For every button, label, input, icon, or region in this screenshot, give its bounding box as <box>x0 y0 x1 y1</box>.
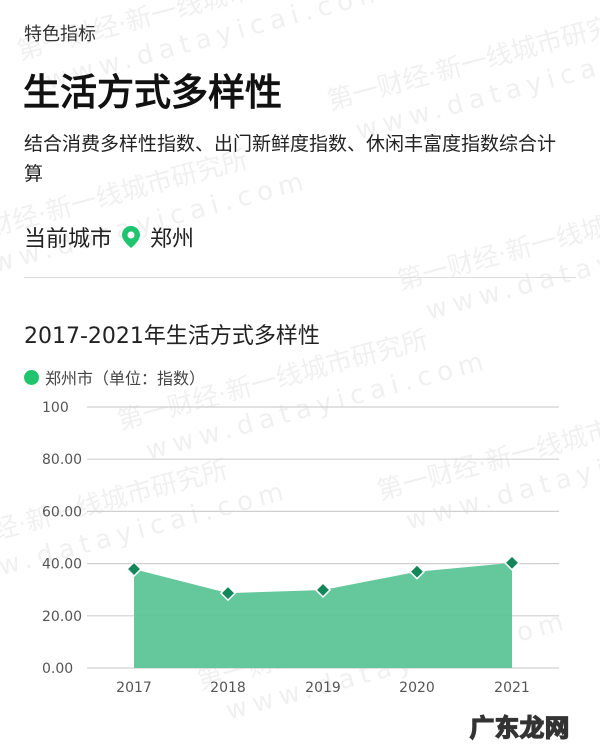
y-tick-label: 80.00 <box>42 452 82 468</box>
y-tick-label: 100 <box>42 400 69 416</box>
area-series <box>134 562 512 668</box>
data-point <box>219 585 237 602</box>
watermark-url: www.datayicai.com <box>423 206 600 327</box>
x-tick-label: 2019 <box>305 680 341 696</box>
data-point <box>503 554 521 571</box>
divider <box>24 277 576 278</box>
chart-title: 2017-2021年生活方式多样性 <box>24 324 320 349</box>
x-tick-label: 2018 <box>210 680 246 696</box>
watermark-text: 第一财经·新一线城市研究所 <box>394 185 600 297</box>
data-point <box>408 563 426 580</box>
page-title: 生活方式多样性 <box>23 71 282 114</box>
data-point <box>314 581 332 599</box>
location-pin-icon <box>122 226 141 248</box>
section-label: 特色指标 <box>24 24 96 45</box>
area-chart: 0.00 20.00 40.00 60.00 80.00 100 2017 2018 2019 2… <box>42 400 559 696</box>
site-logo: 广东龙网 <box>469 713 570 743</box>
y-tick-label: 20.00 <box>42 609 82 625</box>
x-tick-label: 2017 <box>116 680 152 696</box>
current-city-value[interactable]: 郑州 <box>150 227 195 252</box>
description: 结合消费多样性指数、出门新鲜度指数、休闲丰富度指数综合计算 <box>24 133 557 185</box>
legend-swatch <box>24 369 39 385</box>
legend-label: 郑州市（单位：指数） <box>45 369 206 388</box>
chart-legend: 郑州市（单位：指数） <box>24 365 205 389</box>
y-tick-label: 60.00 <box>42 504 82 520</box>
data-point <box>125 561 143 578</box>
y-tick-label: 40.00 <box>42 557 82 573</box>
x-tick-label: 2021 <box>494 680 530 696</box>
x-tick-label: 2020 <box>399 680 435 696</box>
y-tick-label: 0.00 <box>42 661 73 677</box>
current-city-label: 当前城市 <box>24 227 113 252</box>
watermark-text: 第一财经·新一线城市研究所 <box>324 5 600 117</box>
current-city: 当前城市 郑州 <box>24 221 194 253</box>
